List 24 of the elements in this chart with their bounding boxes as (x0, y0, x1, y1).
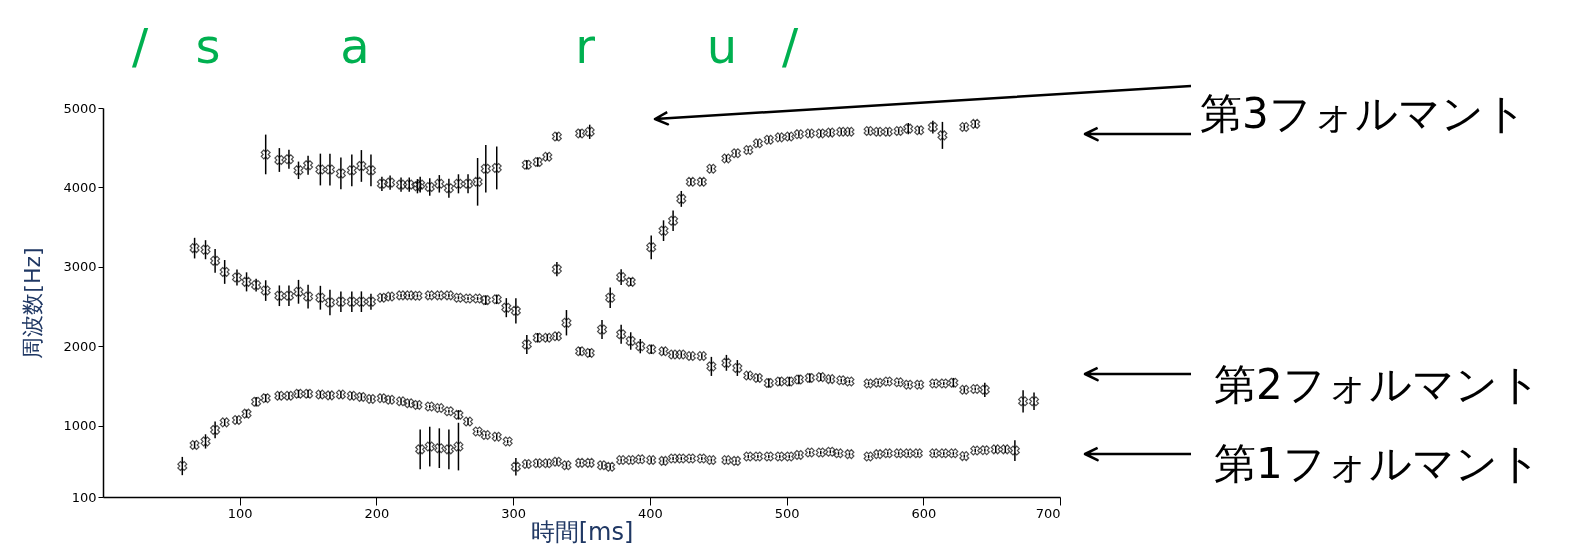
x-axis-title: 時間[ms] (530, 517, 634, 546)
text: 第1フォルマント (1214, 439, 1541, 488)
y-axis-title: 周波数[Hz] (20, 247, 46, 359)
text: 第2フォルマント (1214, 360, 1541, 409)
x-tick-label: 200 (364, 505, 390, 521)
x-tick-label: 700 (1035, 505, 1061, 521)
y-tick-label: 1000 (63, 418, 97, 434)
x-tick-label: 300 (501, 505, 527, 521)
text: 第3フォルマント (1200, 89, 1527, 138)
y-tick-label: 2000 (63, 338, 97, 354)
text: s (195, 18, 221, 74)
y-tick-label: 3000 (63, 259, 97, 275)
x-tick-label: 500 (774, 505, 800, 521)
text: / (781, 18, 799, 74)
text: a (340, 18, 370, 74)
y-tick-label: 100 (71, 489, 97, 505)
text: / (131, 18, 149, 74)
y-tick-label: 4000 (63, 179, 97, 195)
x-tick-label: 100 (227, 505, 253, 521)
text: u (706, 18, 738, 74)
x-tick-label: 600 (911, 505, 937, 521)
text: r (575, 18, 596, 74)
y-tick-label: 5000 (63, 100, 97, 116)
x-tick-label: 400 (637, 505, 663, 521)
